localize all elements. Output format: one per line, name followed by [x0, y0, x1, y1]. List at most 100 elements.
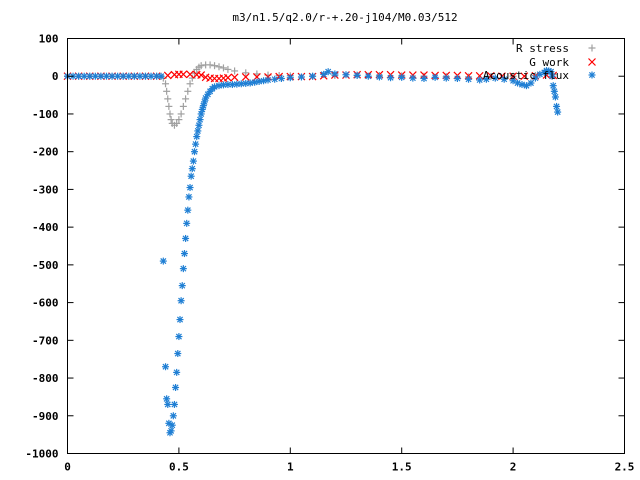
data-point [193, 133, 201, 141]
data-point [375, 73, 383, 81]
data-point [522, 82, 530, 90]
series-acoustic-flux [64, 67, 562, 437]
data-point [170, 400, 178, 408]
data-point [175, 116, 183, 124]
legend-item-acoustic-flux: Acoustic flux [483, 69, 596, 82]
data-point [219, 64, 227, 72]
data-point [168, 421, 176, 429]
data-point [163, 71, 172, 80]
data-point [182, 234, 190, 242]
data-point [178, 282, 186, 290]
legend-label-g-work: G work [529, 56, 569, 69]
data-point [442, 74, 450, 82]
legend-marker-symbol [588, 58, 596, 66]
data-point [164, 400, 172, 408]
data-point [230, 73, 239, 82]
data-point [169, 412, 177, 420]
data-point [324, 68, 332, 76]
data-point [520, 72, 529, 81]
data-point [550, 87, 558, 95]
data-point [186, 80, 194, 88]
data-point [164, 95, 172, 103]
y-tick-label: -1000 [25, 448, 58, 461]
legend-marker-symbol [588, 44, 596, 52]
plot-area [63, 38, 625, 454]
data-point [554, 108, 562, 116]
x-tick-label: 1 [287, 461, 294, 474]
data-point [163, 87, 171, 95]
data-point [194, 127, 202, 135]
data-point [177, 297, 185, 305]
data-point [130, 72, 138, 80]
y-tick-label: 100 [39, 33, 59, 46]
y-tick-label: 0 [52, 70, 59, 83]
y-tick-label: -300 [32, 183, 59, 196]
data-point [491, 74, 499, 82]
data-point [189, 157, 197, 165]
data-point [166, 110, 174, 118]
data-point [309, 72, 317, 80]
data-point [196, 116, 204, 124]
data-point [398, 73, 406, 81]
data-point [420, 74, 428, 82]
data-point [514, 79, 522, 87]
y-tick-label: -900 [32, 410, 59, 423]
data-point [431, 73, 439, 81]
data-point [173, 368, 181, 376]
data-point [197, 62, 205, 70]
data-point [224, 81, 232, 89]
data-point [172, 383, 180, 391]
chart-title: m3/n1.5/q2.0/r-+.20-j104/M0.03/512 [232, 11, 457, 24]
data-point [206, 61, 214, 69]
data-point [331, 70, 339, 78]
x-tick-label: 1.5 [392, 461, 412, 474]
data-point [173, 119, 181, 127]
data-point [553, 102, 561, 110]
data-point [175, 333, 183, 341]
data-point [125, 72, 133, 80]
data-point [518, 81, 526, 89]
data-point [179, 70, 188, 79]
data-point [241, 73, 250, 81]
data-point [182, 95, 190, 103]
data-point [223, 73, 232, 82]
y-tick-label: -700 [32, 334, 59, 347]
data-point [548, 72, 556, 80]
y-tick-label: -500 [32, 259, 59, 272]
data-point [119, 72, 127, 80]
data-point [547, 68, 555, 76]
y-tick-label: -100 [32, 108, 59, 121]
data-point [500, 75, 508, 83]
data-point [549, 82, 557, 90]
legend-label-r-stress: R stress [516, 42, 569, 55]
data-point [482, 75, 490, 83]
data-point [353, 71, 361, 79]
data-point [186, 70, 194, 79]
y-tick-label: -400 [32, 221, 59, 234]
data-point [180, 250, 188, 258]
data-point [187, 172, 195, 180]
data-point [527, 79, 535, 87]
data-point [75, 72, 83, 80]
series-layer [63, 61, 562, 437]
data-point [190, 148, 198, 156]
data-point [465, 75, 473, 83]
data-point [531, 74, 539, 82]
y-tick-label: -600 [32, 297, 59, 310]
data-point [174, 350, 182, 358]
data-point [185, 193, 193, 201]
data-point [162, 80, 170, 88]
data-point [224, 65, 232, 73]
legend-label-acoustic-flux: Acoustic flux [483, 69, 569, 82]
data-point [264, 76, 272, 84]
y-axis: 100 0 -100 -200 -300 -400 -500 -600 -700 -800 -900… [25, 33, 625, 461]
data-point [195, 121, 203, 129]
data-point [211, 83, 219, 91]
y-tick-label: -200 [32, 146, 59, 159]
legend-item-g-work: G work [529, 56, 596, 69]
data-point [342, 71, 350, 79]
data-point [157, 72, 165, 80]
data-point [242, 69, 250, 77]
data-point [277, 74, 285, 82]
